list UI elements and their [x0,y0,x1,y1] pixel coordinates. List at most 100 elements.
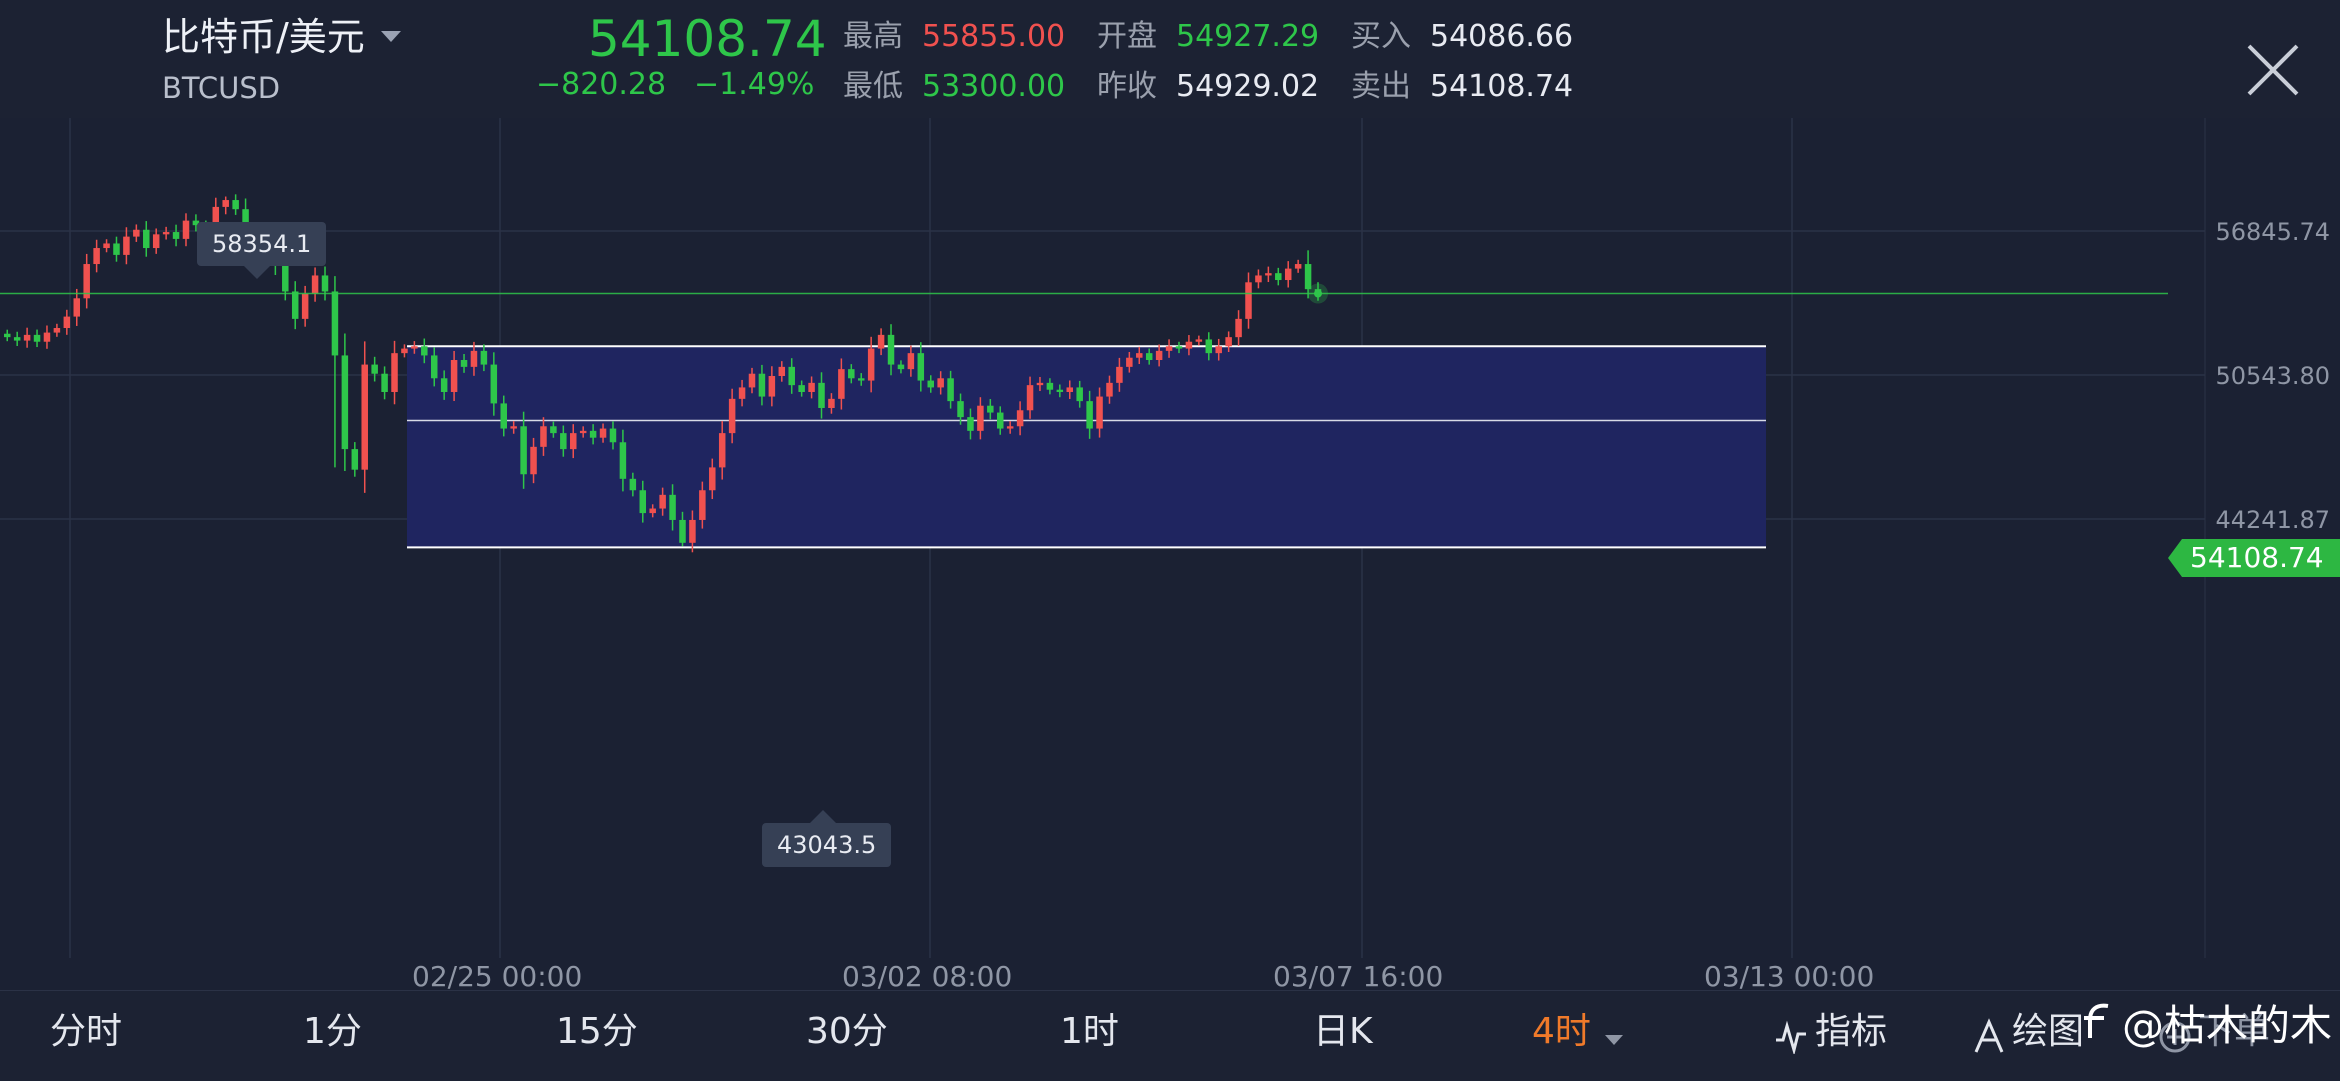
tab-30min[interactable]: 30分 [806,1011,888,1052]
candle-body [123,236,130,255]
candle-116 [1155,344,1163,367]
candle-body [1185,341,1193,349]
candle-body [282,264,289,292]
candle-body [421,346,428,356]
candle-body [13,337,21,341]
pen-icon[interactable] [1972,1018,2006,1054]
candle-84 [838,358,845,410]
candle-12 [123,227,130,265]
instrument-symbol: BTCUSD [162,71,281,105]
candle-121 [1205,332,1213,361]
instrument-title[interactable]: 比特币/美元 [162,15,365,59]
candle-15 [152,228,160,254]
quote-header: 比特币/美元 BTCUSD 54108.74 −820.28 −1.49% 最高… [0,0,2340,118]
candle-body [1066,387,1074,392]
candle-100 [997,406,1004,435]
candle-78 [778,361,786,382]
watermark-logo-icon [2084,1003,2109,1038]
candle-45 [450,350,458,402]
candle-body [967,417,974,431]
candle-17 [172,224,180,247]
current-price-dot [1314,289,1323,298]
candle-body [589,430,597,438]
candle-body [192,220,200,226]
candle-body [877,334,885,349]
candle-body [738,387,746,399]
indicators-button[interactable]: 指标 [1815,1011,1888,1052]
candle-body [351,449,359,470]
candle-body [659,494,666,509]
candle-37 [371,356,378,382]
candle-body [907,353,915,370]
tab-timeshare[interactable]: 分时 [50,1011,123,1052]
candle-7 [73,288,81,326]
candle-50 [500,395,507,437]
candle-body [1046,382,1054,390]
candle-54 [540,417,547,456]
candle-61 [609,421,617,450]
candle-body [152,234,160,249]
tab-15min[interactable]: 15分 [556,1011,638,1052]
high-annotation-text: 58354.1 [212,230,312,258]
candle-body [381,373,388,392]
candle-body [430,355,438,379]
candle-body [1086,401,1093,429]
order-icon[interactable] [2158,1020,2192,1054]
candle-body [997,412,1004,429]
candle-body [53,328,61,333]
candle-body [927,380,934,388]
candle-69 [689,510,696,553]
candle-body [162,232,170,235]
candle-body [599,428,607,438]
order-button[interactable]: 下单 [2198,1011,2271,1052]
candle-body [510,426,517,429]
tab-1hour[interactable]: 1时 [1060,1011,1119,1052]
candle-16 [162,226,170,240]
draw-button[interactable]: 绘图 [2012,1011,2085,1052]
tab-1min[interactable]: 1分 [303,1011,362,1052]
bottom-toolbar [0,990,2340,1081]
candle-body [232,200,239,210]
candle-body [1155,350,1163,361]
candle-60 [599,423,607,443]
candle-122 [1215,338,1222,361]
candle-body [857,378,865,381]
tab-4hour[interactable]: 4时 [1532,1011,1591,1052]
candle-123 [1225,331,1232,353]
tab-daily[interactable]: 日K [1313,1011,1373,1052]
candle-70 [699,481,706,529]
candle-18 [182,213,190,247]
candle-58 [579,426,587,438]
tab-4hour-dropdown-icon[interactable] [1605,1035,1623,1045]
candle-74 [738,379,746,407]
candle-43 [430,347,438,387]
candle-body [401,348,408,354]
candle-body [758,373,766,397]
candle-body [778,366,786,377]
candle-63 [629,472,637,497]
candle-31 [311,267,319,302]
candle-115 [1145,348,1153,365]
candle-body [897,364,905,370]
candle-72 [718,420,726,480]
candle-46 [460,354,468,373]
candle-body [73,298,81,317]
candle-body [291,291,299,319]
indicator-icon[interactable] [1774,1020,1808,1054]
candle-body [679,519,686,543]
candle-108 [1076,380,1083,408]
watermark-text: @枯木的木 [2122,1001,2333,1050]
candle-5 [53,323,61,337]
instrument-dropdown-icon[interactable] [381,31,401,42]
candle-44 [440,370,448,400]
candle-body [440,378,448,392]
candle-35 [351,442,359,477]
close-icon[interactable] [2245,42,2301,98]
bid-label: 买入 [1351,19,1411,54]
candle-68 [679,511,686,547]
candle-129 [1284,261,1292,288]
candle-body [500,403,507,429]
